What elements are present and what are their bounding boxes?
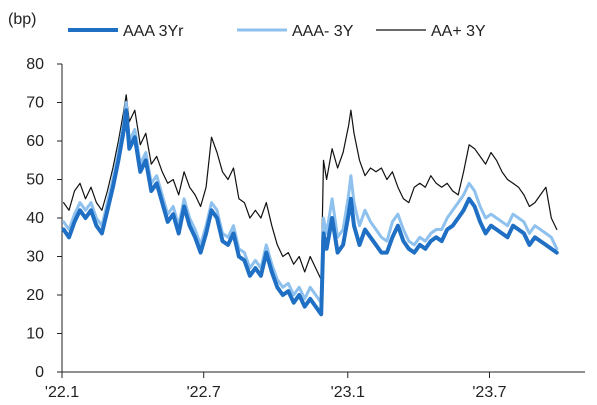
y-tick-label: 70: [26, 95, 44, 112]
y-tick-label: 0: [35, 364, 44, 381]
axes: 0 10 20 30 40 50 60 70 80 '22.1 '22.7 '23.1 '23.7: [26, 56, 585, 401]
y-tick-label: 40: [26, 210, 44, 227]
legend-label: AAA- 3Y: [292, 23, 354, 40]
series-line-aa-3y: [63, 94, 558, 281]
x-tick-label: '22.1: [45, 384, 79, 401]
legend-label: AA+ 3Y: [431, 23, 486, 40]
x-tick-label: '23.7: [472, 384, 506, 401]
y-tick-label: 80: [26, 56, 44, 73]
y-unit-label: (bp): [8, 11, 36, 28]
legend-label: AAA 3Yr: [123, 23, 184, 40]
x-tick-label: '22.7: [187, 384, 221, 401]
x-tick-label: '23.1: [331, 384, 365, 401]
y-tick-label: 20: [26, 287, 44, 304]
series-layer: [61, 94, 559, 317]
legend: AAA 3Yr AAA- 3Y AA+ 3Y: [68, 23, 486, 40]
series-line-aaa-3y: [62, 101, 559, 305]
y-tick-label: 50: [26, 172, 44, 189]
y-tick-label: 10: [26, 326, 44, 343]
y-tick-label: 30: [26, 249, 44, 266]
series-line-aaa-3yr: [61, 108, 559, 317]
y-tick-label: 60: [26, 133, 44, 150]
